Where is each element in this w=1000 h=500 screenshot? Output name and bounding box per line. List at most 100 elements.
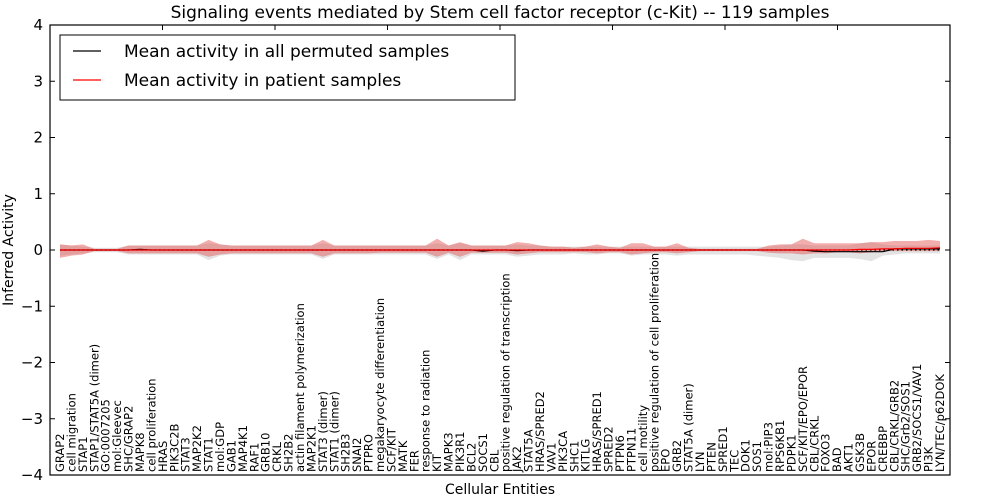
x-tick-label: MAP2K2 bbox=[190, 425, 204, 472]
x-tick-label: PI3K bbox=[922, 446, 936, 472]
x-tick-label: SHC/Grb2/SOS1 bbox=[899, 381, 913, 472]
x-tick-label: STAT1 bbox=[202, 437, 216, 472]
x-tick-label: PIK3R1 bbox=[453, 432, 467, 473]
x-tick-label: BAD bbox=[830, 447, 844, 472]
x-tick-label: STAT3 bbox=[179, 437, 193, 472]
y-tick-label: −4 bbox=[21, 466, 43, 484]
y-tick-label: −1 bbox=[21, 297, 43, 315]
y-tick-label: 2 bbox=[33, 129, 43, 147]
y-tick-label: 4 bbox=[33, 16, 43, 34]
x-tick-label: SHC/GRAP2 bbox=[122, 406, 136, 472]
x-tick-label: GRB10 bbox=[259, 433, 273, 472]
x-tick-label: KIT bbox=[430, 453, 444, 472]
x-tick-label: STAT3 (dimer) bbox=[316, 391, 330, 472]
x-tick-label: JAK2 bbox=[510, 446, 524, 473]
x-tick-label: actin filament polymerization bbox=[293, 303, 307, 472]
x-tick-label: PTPRO bbox=[362, 434, 376, 472]
x-tick-label: EPOR bbox=[864, 441, 878, 472]
x-tick-label: CRKL bbox=[270, 441, 284, 472]
x-tick-label: MAPK3 bbox=[442, 432, 456, 472]
y-axis-label: Inferred Activity bbox=[1, 194, 17, 306]
y-tick-label: −3 bbox=[21, 410, 43, 428]
x-tick-label: SNAI2 bbox=[350, 438, 364, 472]
x-tick-label: CBL bbox=[487, 449, 501, 472]
x-tick-label: cell proliferation bbox=[144, 378, 158, 472]
legend-label-permuted: Mean activity in all permuted samples bbox=[124, 42, 449, 62]
x-tick-label: mol:Gleevec bbox=[110, 400, 124, 472]
x-tick-label: MAP2K1 bbox=[304, 425, 318, 472]
patient-mean-line bbox=[60, 247, 941, 251]
x-tick-label: STAT5A bbox=[522, 429, 536, 472]
x-tick-label: mol:GDP bbox=[213, 422, 227, 472]
x-tick-label: SH2B2 bbox=[282, 434, 296, 472]
x-tick-label: response to radiation bbox=[419, 350, 433, 472]
x-tick-label: VAV1 bbox=[544, 443, 558, 472]
legend: Mean activity in all permuted samples Me… bbox=[59, 34, 516, 101]
x-tick-label: GRB2/SOCS1/VAV1 bbox=[910, 364, 924, 472]
x-tick-label: RPS6KB1 bbox=[773, 420, 787, 472]
x-tick-label: FER bbox=[407, 450, 421, 472]
x-tick-label: CBL/CRKL bbox=[807, 415, 821, 472]
x-tick-label: PIK3CA bbox=[556, 431, 570, 472]
x-tick-label: RAF1 bbox=[247, 443, 261, 472]
x-tick-label: positive regulation of cell proliferatio… bbox=[647, 253, 661, 472]
x-tick-label: KITLG bbox=[579, 439, 593, 472]
x-tick-label: PTEN bbox=[704, 442, 718, 472]
x-tick-label: STAT5A (dimer) bbox=[682, 383, 696, 472]
x-tick-label: STAP1 bbox=[76, 436, 90, 472]
x-tick-label: megakaryocyte differentiation bbox=[373, 298, 387, 472]
x-axis-label: Cellular Entities bbox=[445, 482, 555, 498]
legend-box bbox=[59, 34, 516, 101]
x-tick-label: STAP1/STAT5A (dimer) bbox=[87, 344, 101, 472]
x-tick-label: MAP4K1 bbox=[236, 425, 250, 472]
x-tick-label: GRB2 bbox=[670, 440, 684, 472]
y-tick-label: 1 bbox=[33, 185, 43, 203]
x-tick-label: LYN bbox=[693, 451, 707, 472]
y-tick-label: −2 bbox=[21, 354, 43, 372]
x-tick-label: MAPK8 bbox=[133, 432, 147, 472]
x-tick-label: SCF/KIT bbox=[384, 427, 398, 472]
x-tick-label: GRAP2 bbox=[53, 433, 67, 472]
x-tick-label: LYN/TEC/p62DOK bbox=[933, 374, 947, 472]
x-tick-label: PIK3C2B bbox=[167, 423, 181, 472]
y-tick-label: 0 bbox=[33, 241, 43, 259]
x-tick-label: BCL2 bbox=[464, 443, 478, 472]
chart-title: Signaling events mediated by Stem cell f… bbox=[171, 3, 830, 23]
x-tick-label: GO:0007205 bbox=[99, 399, 113, 472]
x-tick-label: cell motility bbox=[636, 405, 650, 472]
x-tick-label: PDPK1 bbox=[784, 434, 798, 472]
x-tick-label: HRAS bbox=[156, 441, 170, 472]
x-tick-label: AKT1 bbox=[842, 443, 856, 472]
x-tick-label: SH2B3 bbox=[339, 434, 353, 472]
plot-area bbox=[59, 238, 941, 262]
x-tick-label: SPRED1 bbox=[716, 426, 730, 472]
legend-label-patient: Mean activity in patient samples bbox=[124, 71, 401, 91]
x-tick-label: CBL/CRKL/GRB2 bbox=[887, 380, 901, 472]
x-tick-label: EPO bbox=[659, 449, 673, 472]
x-tick-label: cell migration bbox=[64, 393, 78, 472]
x-tick-label: SOS1 bbox=[750, 441, 764, 472]
x-tick-label: TEC bbox=[727, 450, 741, 473]
x-tick-label: PTPN6 bbox=[613, 435, 627, 472]
x-tick-label: SCF/KIT/EPO/EPOR bbox=[796, 366, 810, 472]
y-axis: 4 3 2 1 0 −1 −2 −3 −4 bbox=[21, 16, 951, 484]
x-tick-label: MATK bbox=[396, 440, 410, 472]
x-tick-label: GSK3B bbox=[853, 433, 867, 472]
x-tick-label: HRAS/SPRED1 bbox=[590, 391, 604, 472]
x-tick-label: DOK1 bbox=[739, 439, 753, 472]
x-tick-label: CREBBP bbox=[876, 426, 890, 472]
x-tick-label: positive regulation of transcription bbox=[499, 273, 513, 472]
x-tick-label: STAT1 (dimer) bbox=[327, 391, 341, 472]
x-tick-label: SOCS1 bbox=[476, 433, 490, 472]
x-tick-label: FOXO3 bbox=[819, 434, 833, 472]
x-tick-label: PTPN11 bbox=[624, 428, 638, 472]
y-tick-label: 3 bbox=[33, 72, 43, 90]
x-tick-label: SPRED2 bbox=[602, 426, 616, 472]
x-tick-label: GAB1 bbox=[224, 440, 238, 472]
x-tick-label: HRAS/SPRED2 bbox=[533, 391, 547, 472]
x-tick-label: mol:PIP3 bbox=[762, 422, 776, 472]
permuted-band bbox=[60, 242, 940, 262]
x-tick-label: SHC1 bbox=[567, 441, 581, 472]
